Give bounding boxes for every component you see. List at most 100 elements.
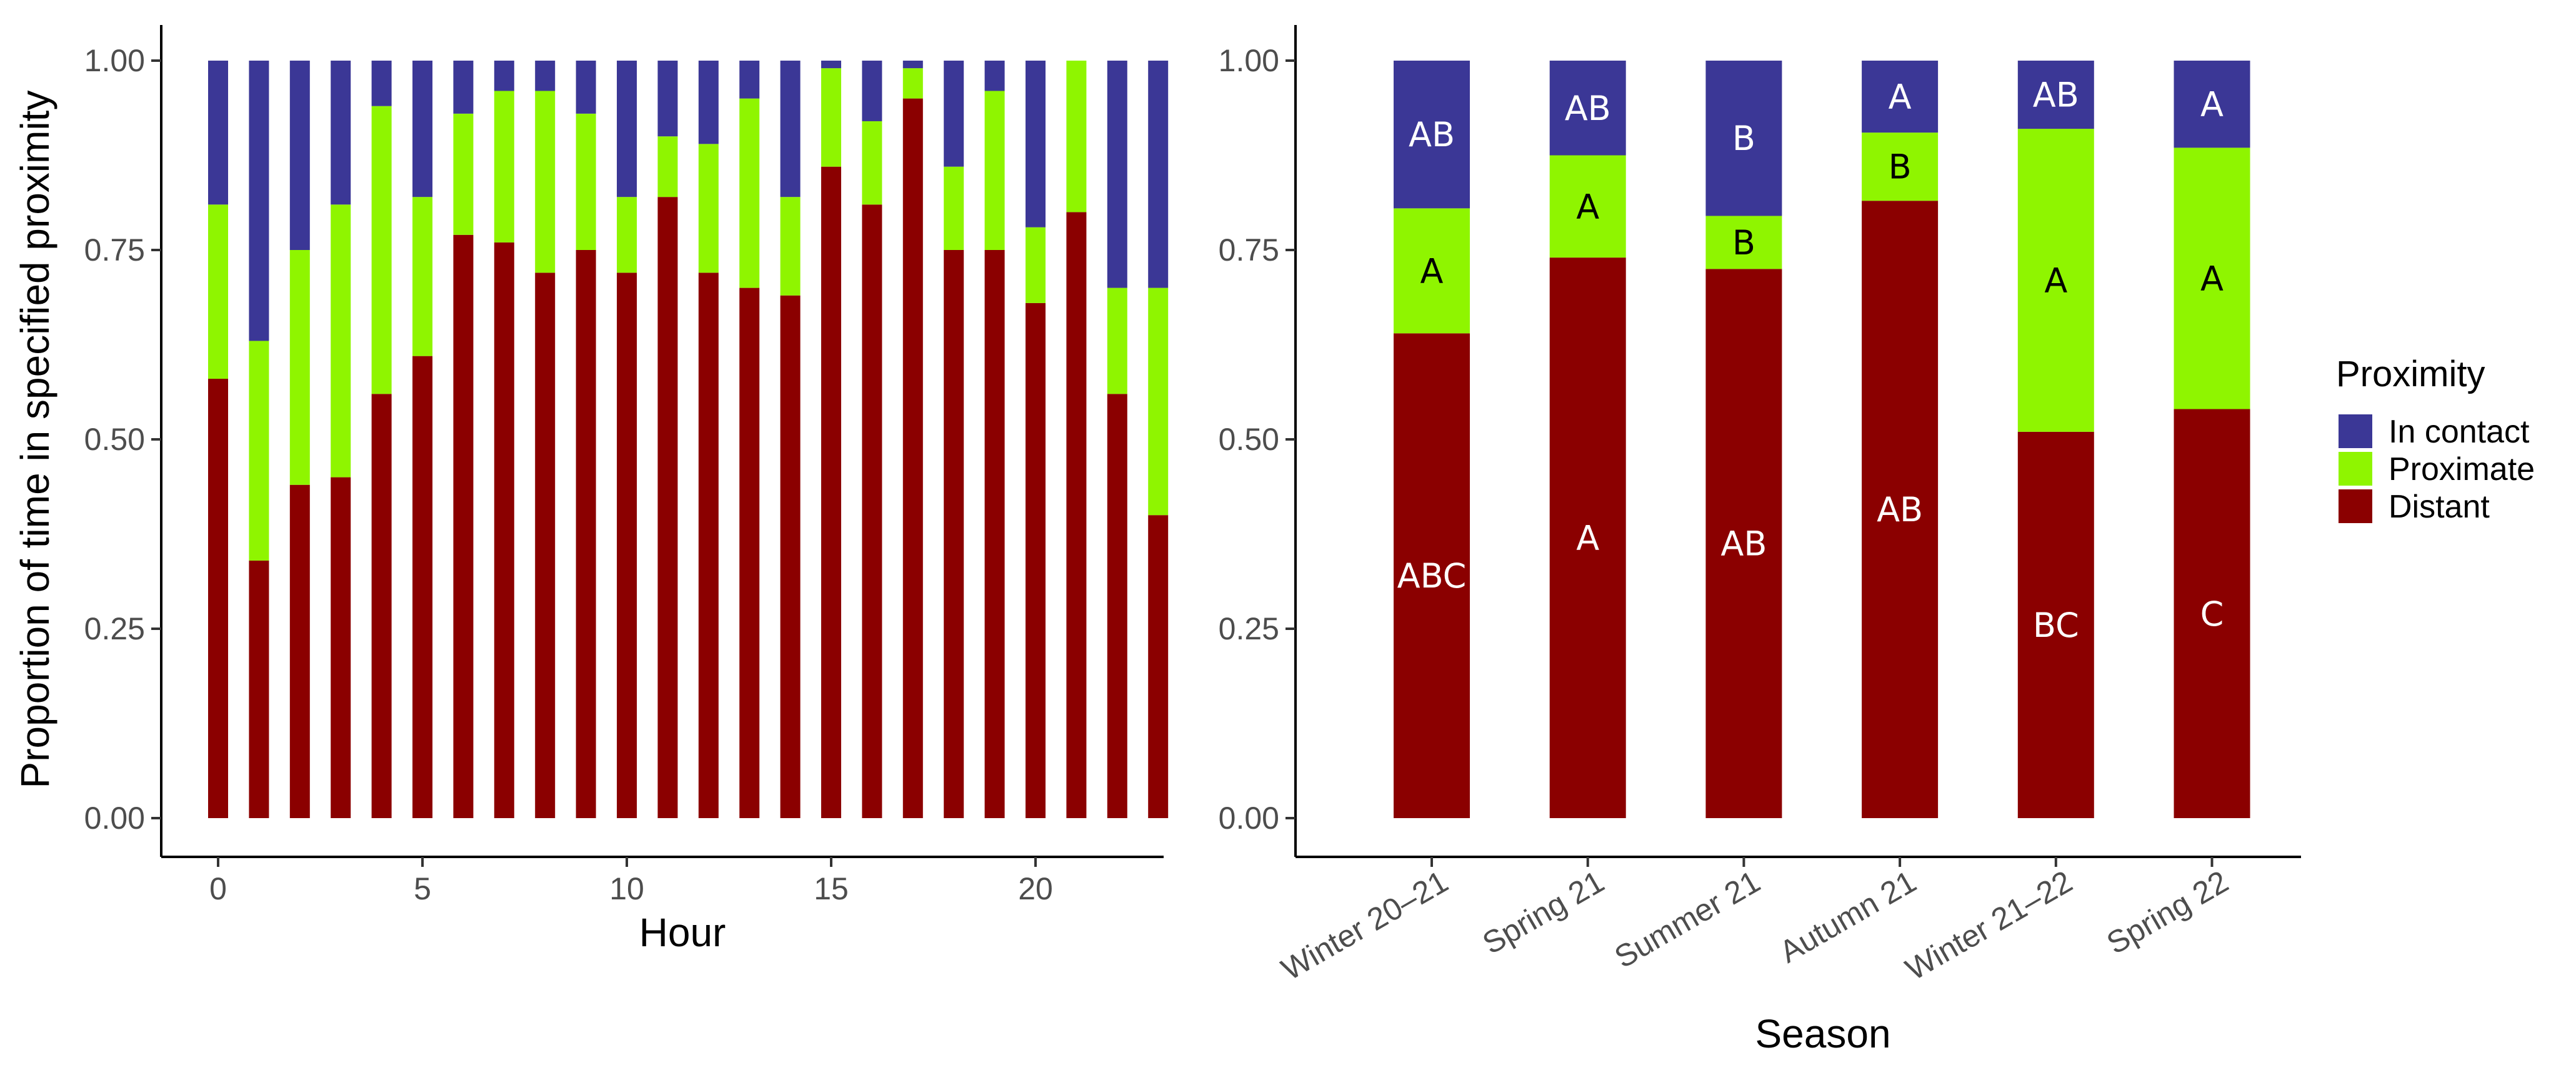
bar-hour-7-in-contact <box>494 61 514 91</box>
y-axis-title: Proportion of time in specified proximit… <box>12 91 57 789</box>
bar-hour-0-proximate <box>208 204 228 379</box>
bar-hour-19-in-contact <box>984 61 1005 91</box>
letter-winter-21-22-proximate: A <box>2044 261 2067 300</box>
x-tick-label: 5 <box>414 871 431 906</box>
bar-hour-14-distant <box>780 295 801 819</box>
bar-hour-17-in-contact <box>902 61 923 69</box>
bar-summer-21-distant <box>1705 269 1782 818</box>
letter-autumn-21-distant: AB <box>1877 490 1923 529</box>
bar-hour-4-proximate <box>371 106 392 394</box>
y-tick-label: 0.25 <box>84 611 145 646</box>
bar-autumn-21-proximate <box>1862 132 1939 201</box>
bar-hour-6-in-contact <box>453 61 474 114</box>
x-axis-title: Hour <box>639 910 726 955</box>
letter-winter-21-22-in-contact: AB <box>2033 76 2079 115</box>
bar-hour-12-proximate <box>698 144 719 273</box>
bar-hour-11-in-contact <box>657 61 678 137</box>
y-tick-label: 0.25 <box>1219 611 1279 646</box>
letter-spring-22-proximate: A <box>2200 259 2224 298</box>
bar-hour-9-distant <box>576 250 596 818</box>
bar-hour-13-proximate <box>739 98 760 288</box>
bar-hour-15-in-contact <box>821 61 841 69</box>
legend-label-proximate: Proximate <box>2389 451 2535 488</box>
bar-hour-0-distant <box>208 379 228 818</box>
bar-hour-14-proximate <box>780 197 801 296</box>
bar-hour-15-proximate <box>821 68 841 167</box>
letter-autumn-21-proximate: B <box>1889 148 1912 187</box>
x-tick-label: Summer 21 <box>1609 864 1766 975</box>
bar-spring-21-in-contact <box>1549 61 1626 156</box>
bar-spring-21-proximate <box>1549 155 1626 258</box>
y-tick-label: 0.50 <box>84 422 145 457</box>
bar-winter-21-22-in-contact <box>2017 61 2094 129</box>
bar-hour-6-distant <box>453 234 474 818</box>
bar-hour-10-proximate <box>617 197 637 273</box>
bar-hour-7-proximate <box>494 91 514 242</box>
bar-hour-23-distant <box>1148 515 1169 818</box>
letter-summer-21-in-contact: B <box>1732 119 1755 158</box>
y-tick-label: 1.00 <box>84 43 145 78</box>
bar-hour-1-distant <box>249 560 269 818</box>
legend: Proximity In contact Proximate Distant <box>2336 354 2535 525</box>
bar-winter-21-22-proximate <box>2017 129 2094 432</box>
bar-hour-16-proximate <box>862 121 882 205</box>
x-tick-label: Winter 21–22 <box>1900 864 2079 987</box>
x-tick-label: Winter 20–21 <box>1276 864 1454 987</box>
y-tick-label: 0.00 <box>1219 801 1279 836</box>
bar-hour-8-in-contact <box>535 61 556 91</box>
bar-hour-23-in-contact <box>1148 61 1169 288</box>
bar-hour-17-proximate <box>902 68 923 99</box>
bar-hour-18-distant <box>944 250 964 818</box>
bar-hour-5-proximate <box>412 197 432 356</box>
letter-spring-21-proximate: A <box>1576 187 1599 226</box>
bar-hour-12-in-contact <box>698 61 719 144</box>
bar-hour-10-distant <box>617 272 637 818</box>
bar-hour-0-in-contact <box>208 61 228 205</box>
seasonal-panel: 0.000.250.500.751.00ABCAABAAABABBBABBABC… <box>1219 25 2301 1056</box>
letter-spring-22-distant: C <box>2200 594 2224 634</box>
hourly-panel: 0.00 0.25 0.50 0.75 1.00 0 5 10 15 20 Hour Proporti… <box>12 25 1169 955</box>
bar-hour-4-distant <box>371 394 392 818</box>
bar-hour-20-proximate <box>1026 227 1046 303</box>
bar-hour-12-distant <box>698 272 719 818</box>
x-tick-label: Spring 22 <box>2101 864 2234 961</box>
bar-hour-16-in-contact <box>862 61 882 121</box>
bar-hour-11-distant <box>657 197 678 818</box>
legend-swatch-in-contact <box>2339 414 2372 448</box>
letter-autumn-21-in-contact: A <box>1889 78 1912 117</box>
y-tick-label: 0.75 <box>1219 232 1279 268</box>
bar-hour-5-in-contact <box>412 61 432 198</box>
legend-label-in-contact: In contact <box>2389 414 2530 450</box>
bar-summer-21-in-contact <box>1705 61 1782 216</box>
letter-spring-21-distant: A <box>1576 519 1599 558</box>
legend-swatch-distant <box>2339 489 2372 523</box>
bar-summer-21-proximate <box>1705 216 1782 269</box>
bar-hour-22-distant <box>1107 394 1127 818</box>
bar-spring-22-proximate <box>2174 148 2250 409</box>
letter-spring-21-in-contact: AB <box>1565 89 1611 128</box>
legend-title: Proximity <box>2336 354 2485 394</box>
bar-spring-22-distant <box>2174 409 2250 818</box>
bar-hour-5-distant <box>412 356 432 818</box>
bar-hour-18-proximate <box>944 166 964 250</box>
x-axis-title: Season <box>1755 1011 1890 1056</box>
bar-hour-19-proximate <box>984 91 1005 250</box>
bar-hour-14-in-contact <box>780 61 801 198</box>
bar-autumn-21-distant <box>1862 201 1939 819</box>
letter-winter-21-22-distant: BC <box>2033 606 2079 645</box>
bar-hour-11-proximate <box>657 136 678 198</box>
bar-hour-21-proximate <box>1066 61 1087 212</box>
letter-winter-20-21-proximate: A <box>1420 251 1444 291</box>
bar-hour-9-in-contact <box>576 61 596 114</box>
bar-hour-2-in-contact <box>289 61 310 250</box>
x-tick-label: 15 <box>814 871 849 906</box>
bar-hour-16-distant <box>862 204 882 818</box>
bar-winter-20-21-in-contact <box>1394 61 1470 209</box>
bar-hour-6-proximate <box>453 113 474 235</box>
y-tick-label: 0.50 <box>1219 422 1279 457</box>
bar-hour-7-distant <box>494 242 514 818</box>
bar-winter-20-21-distant <box>1394 333 1470 818</box>
letter-spring-22-in-contact: A <box>2200 85 2224 124</box>
bar-hour-9-proximate <box>576 113 596 250</box>
